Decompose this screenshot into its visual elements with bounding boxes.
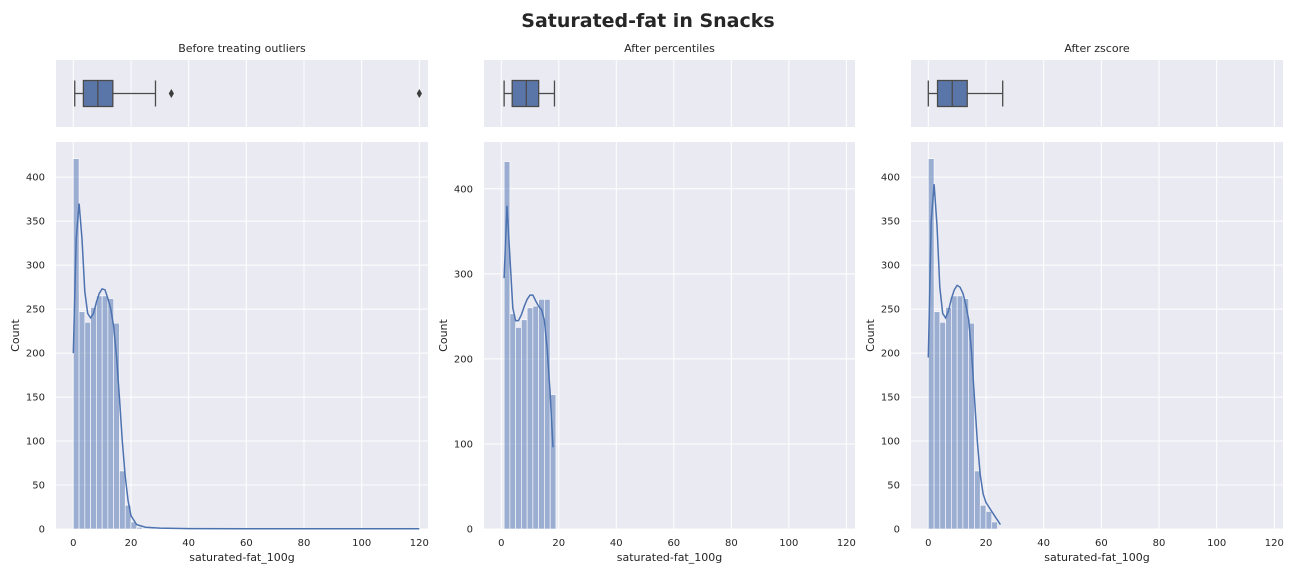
y-tick-label: 200: [26, 349, 45, 360]
y-tick-label: 150: [26, 393, 45, 404]
x-axis-label: saturated-fat_100g: [189, 551, 294, 564]
x-tick-label: 120: [1265, 538, 1284, 549]
y-tick-label: 300: [26, 261, 45, 272]
chart-panel-1: Before treating outliers 0 20 40 60 80 100 120 0…: [9, 42, 429, 564]
histogram-bar: [113, 322, 120, 530]
x-axis-label: saturated-fat_100g: [1044, 551, 1149, 564]
boxplot-box: [511, 79, 540, 108]
y-tick-label: 400: [881, 173, 900, 184]
y-tick-label: 100: [881, 437, 900, 448]
x-tick-label: 20: [125, 538, 138, 549]
x-tick-label: 80: [298, 538, 311, 549]
x-tick-label: 20: [980, 538, 993, 549]
x-tick-label: 80: [1153, 538, 1166, 549]
histogram-bar: [985, 511, 993, 530]
y-tick-label: 350: [26, 217, 45, 228]
histogram-bar: [945, 307, 952, 530]
histogram-bar: [136, 526, 143, 530]
y-tick-label: 250: [26, 305, 45, 316]
histogram-bar: [101, 295, 109, 530]
x-tick-label: 60: [240, 538, 253, 549]
x-tick-label: 40: [610, 538, 623, 549]
histogram-bar: [78, 311, 86, 530]
y-tick-label: 0: [467, 525, 473, 536]
kde-line: [927, 184, 1002, 526]
kde-line: [503, 205, 554, 448]
histogram-bar: [933, 311, 941, 530]
histogram-bar: [939, 322, 946, 530]
histogram-bar: [974, 470, 981, 530]
histogram-bar: [84, 322, 91, 530]
x-tick-label: 100: [352, 538, 371, 549]
kde-line: [72, 203, 420, 530]
x-tick-label: 120: [410, 538, 429, 549]
histogram-bar: [549, 394, 557, 530]
y-axis-label: Count: [864, 318, 877, 351]
histogram-bar: [951, 295, 958, 530]
y-tick-label: 50: [32, 481, 45, 492]
histogram-bar: [107, 298, 114, 530]
histogram-bar: [509, 313, 516, 530]
histogram-bar: [90, 307, 97, 530]
x-tick-label: 0: [70, 538, 76, 549]
y-tick-label: 150: [881, 393, 900, 404]
histogram-bar: [968, 322, 975, 530]
x-tick-label: 0: [925, 538, 931, 549]
x-tick-label: 120: [837, 538, 856, 549]
boxplot-outlier: [416, 89, 422, 98]
x-tick-label: 40: [182, 538, 195, 549]
y-tick-label: 400: [26, 173, 45, 184]
chart-panel-3: After zscore 0 20 40 60 80 100 120 0 50 100 150 200 2…: [864, 42, 1284, 564]
x-tick-label: 60: [667, 538, 680, 549]
histogram-bar: [538, 299, 545, 530]
y-axis-label: Count: [9, 318, 22, 351]
boxplot-outlier: [168, 89, 174, 98]
histogram-bar: [119, 470, 126, 530]
x-tick-label: 40: [1037, 538, 1050, 549]
panel-title: After zscore: [1064, 42, 1129, 55]
y-tick-label: 250: [881, 305, 900, 316]
histogram-bar: [130, 521, 138, 530]
y-tick-label: 50: [887, 481, 900, 492]
y-tick-label: 350: [881, 217, 900, 228]
y-tick-label: 300: [454, 269, 473, 280]
y-tick-label: 200: [454, 354, 473, 365]
y-tick-label: 300: [881, 261, 900, 272]
histogram-bar: [956, 295, 964, 530]
panel-title: After percentiles: [624, 42, 715, 55]
histogram-bar: [526, 307, 534, 530]
histogram-bar: [142, 527, 149, 530]
x-tick-label: 100: [1207, 538, 1226, 549]
x-axis-label: saturated-fat_100g: [617, 551, 722, 564]
y-tick-label: 0: [894, 525, 900, 536]
histogram-bar: [515, 327, 522, 530]
histogram-bar: [532, 305, 539, 530]
x-tick-label: 100: [779, 538, 798, 549]
panel-title: Before treating outliers: [178, 42, 306, 55]
histogram-bar: [991, 521, 998, 530]
x-tick-label: 60: [1095, 538, 1108, 549]
x-tick-label: 80: [725, 538, 738, 549]
x-tick-label: 20: [552, 538, 565, 549]
histogram-bar: [521, 319, 528, 530]
x-tick-label: 0: [498, 538, 504, 549]
y-tick-label: 200: [881, 349, 900, 360]
histogram-bar: [962, 298, 969, 530]
y-tick-label: 0: [39, 525, 45, 536]
histogram-bar: [96, 295, 103, 530]
histogram-bar: [979, 504, 987, 530]
chart-panel-2: After percentiles 0 20 40 60 80 100 120 0 100 200 3…: [437, 42, 856, 564]
y-tick-label: 100: [26, 437, 45, 448]
y-tick-label: 100: [454, 439, 473, 450]
y-axis-label: Count: [437, 318, 450, 351]
y-tick-label: 400: [454, 184, 473, 195]
figure-title: Saturated-fat in Snacks: [521, 10, 774, 32]
